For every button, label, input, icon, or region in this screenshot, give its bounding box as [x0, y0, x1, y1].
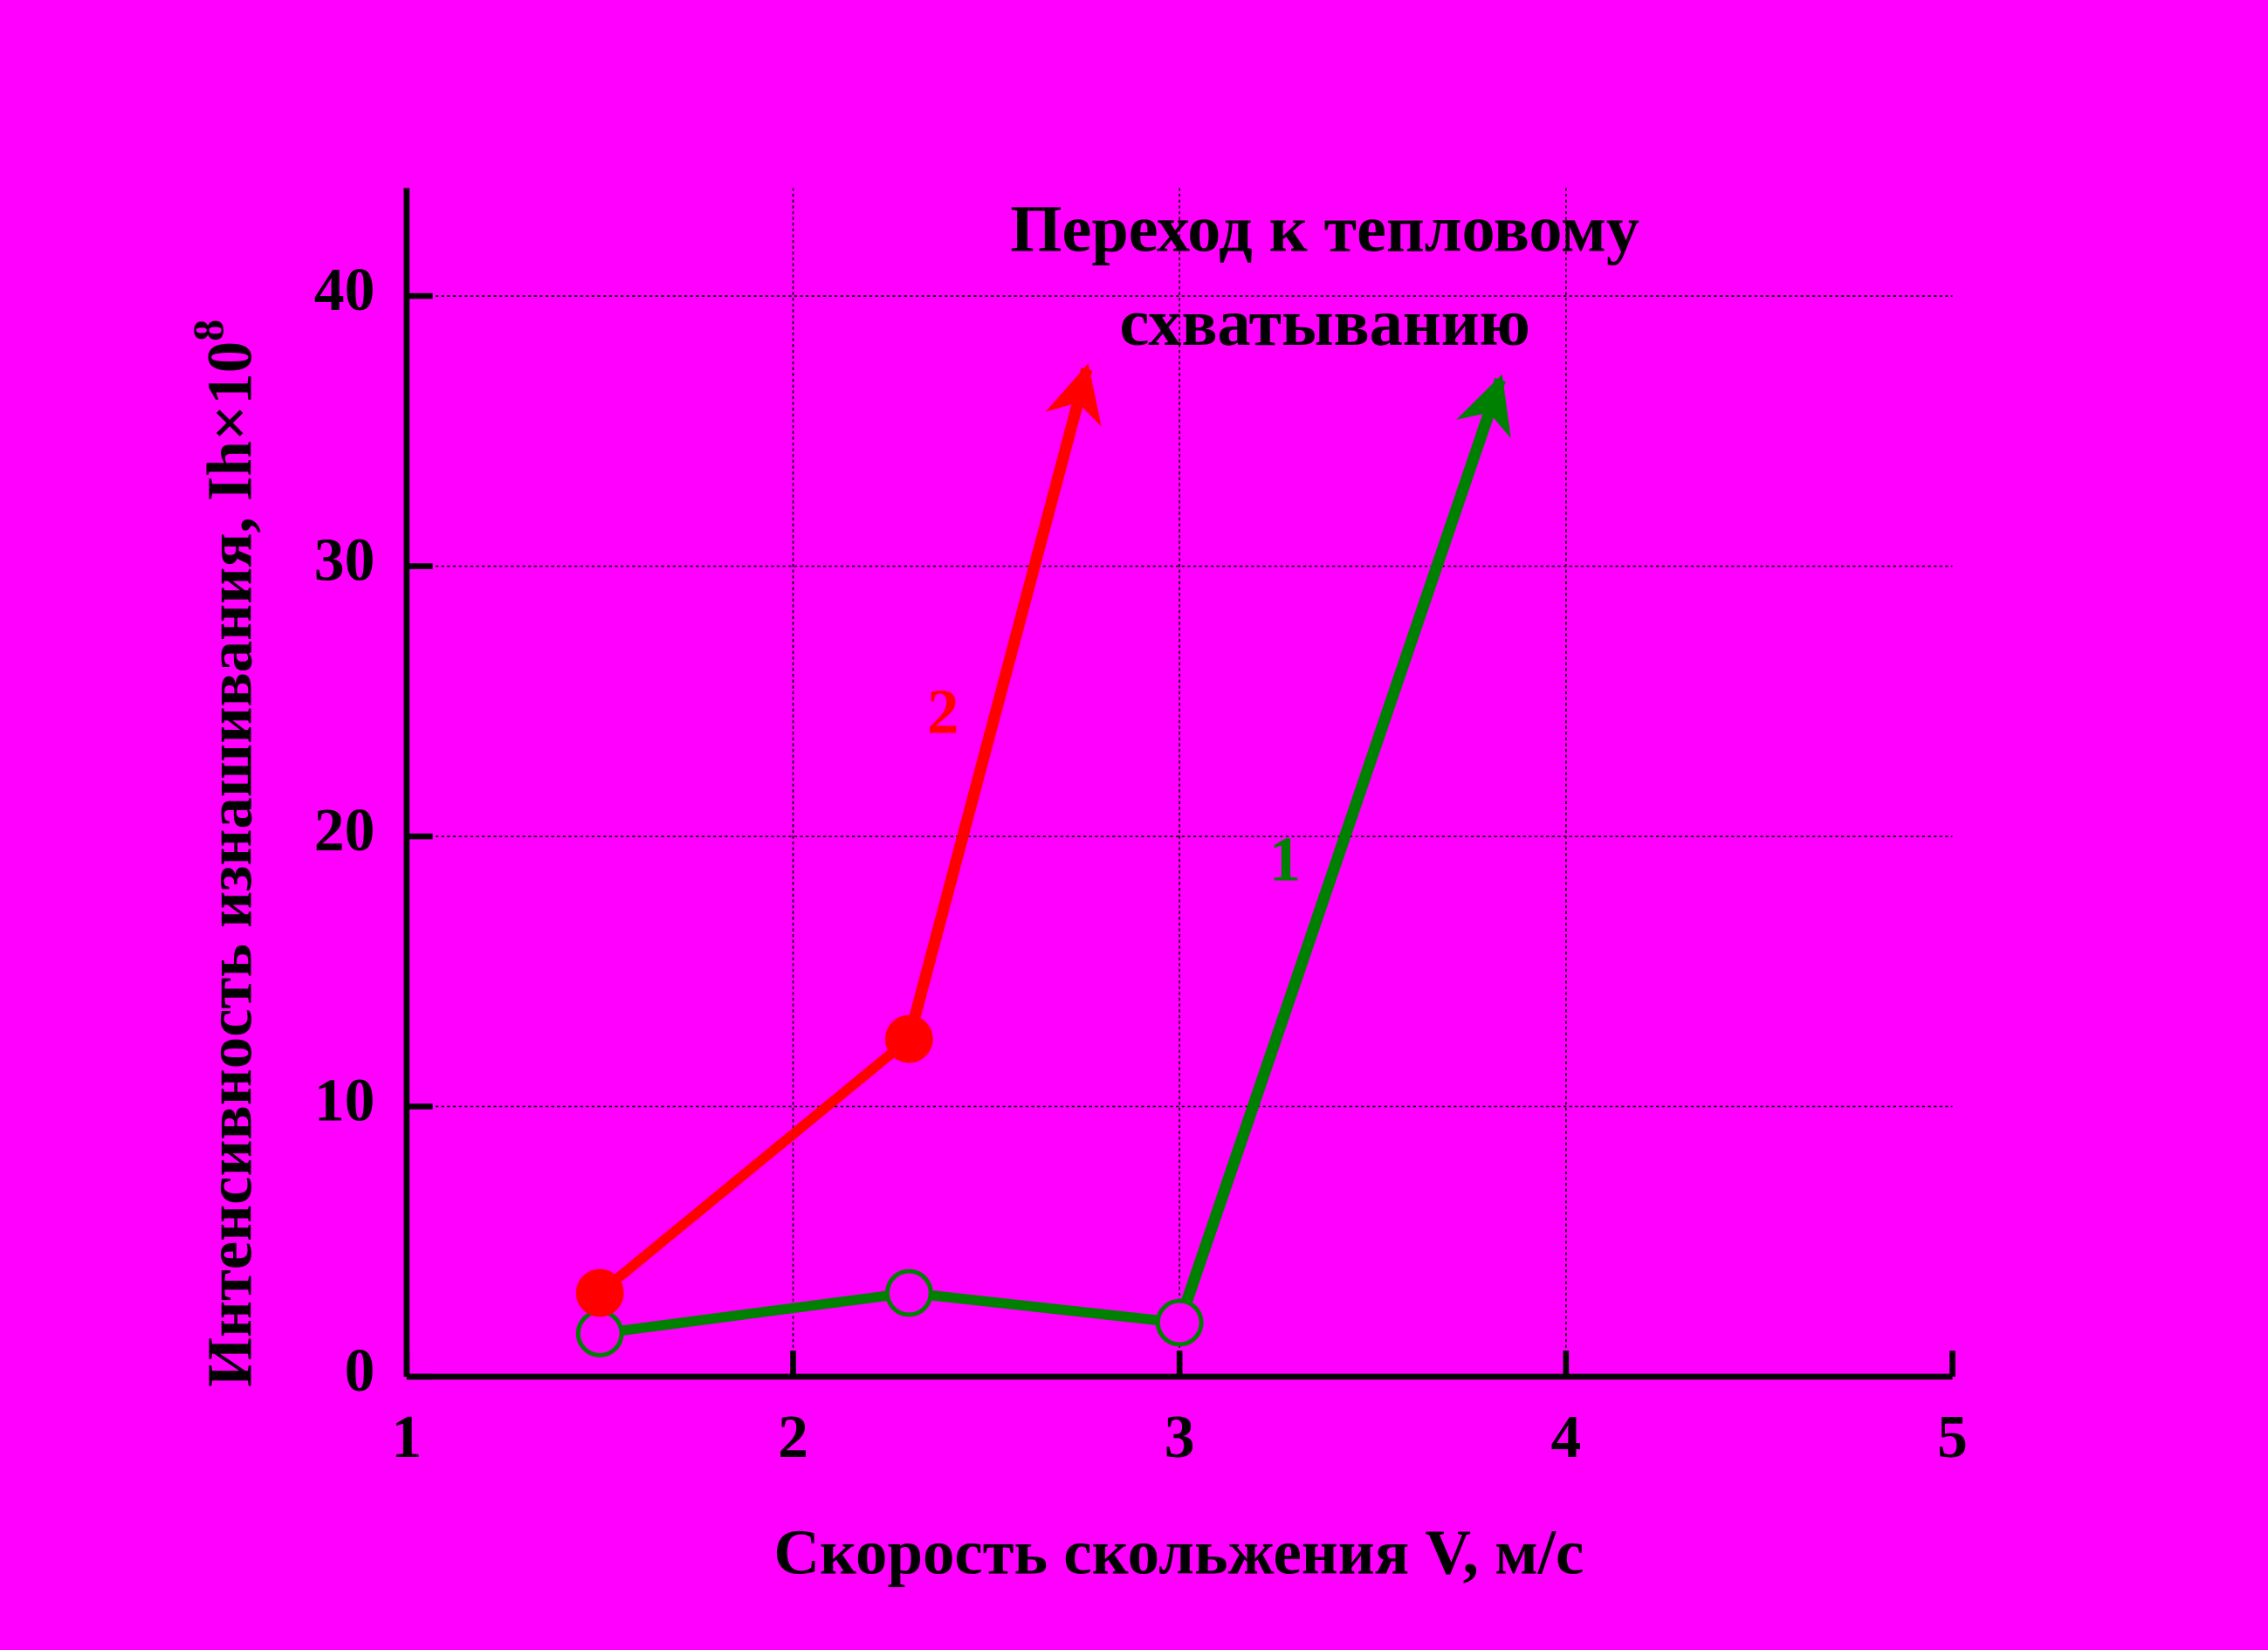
y-tick-label: 10	[314, 1067, 375, 1134]
data-point	[884, 1014, 933, 1063]
series-line	[596, 1035, 912, 1297]
series-label: 2	[927, 677, 959, 747]
x-tick-label: 4	[1550, 1404, 1581, 1471]
annotation: схватыванию	[1119, 286, 1529, 360]
x-tick-label: 3	[1165, 1404, 1195, 1471]
x-tick-label: 1	[391, 1404, 422, 1471]
data-point	[884, 1268, 933, 1317]
y-tick-label: 0	[345, 1337, 375, 1405]
y-axis-title: Интенсивность изнашивания, Ih×108	[184, 320, 265, 1387]
data-point	[1155, 1298, 1204, 1347]
y-tick-label: 20	[314, 797, 375, 864]
y-axis-title-text: Интенсивность изнашивания, Ih×10	[194, 341, 265, 1387]
annotation: Переход к тепловому	[1010, 192, 1639, 265]
y-axis-title-sup: 8	[184, 320, 232, 341]
y-tick-label: 40	[314, 257, 375, 324]
data-point	[575, 1310, 624, 1358]
y-tick-label: 30	[314, 527, 375, 595]
x-axis-title: Скорость скольжения V, м/с	[773, 1516, 1584, 1587]
data-point	[575, 1268, 624, 1317]
trend-arrow	[903, 363, 1102, 1041]
x-tick-label: 5	[1937, 1404, 1968, 1471]
x-tick-label: 2	[778, 1404, 808, 1471]
series-label: 1	[1269, 823, 1301, 894]
trend-arrow	[1173, 374, 1511, 1325]
